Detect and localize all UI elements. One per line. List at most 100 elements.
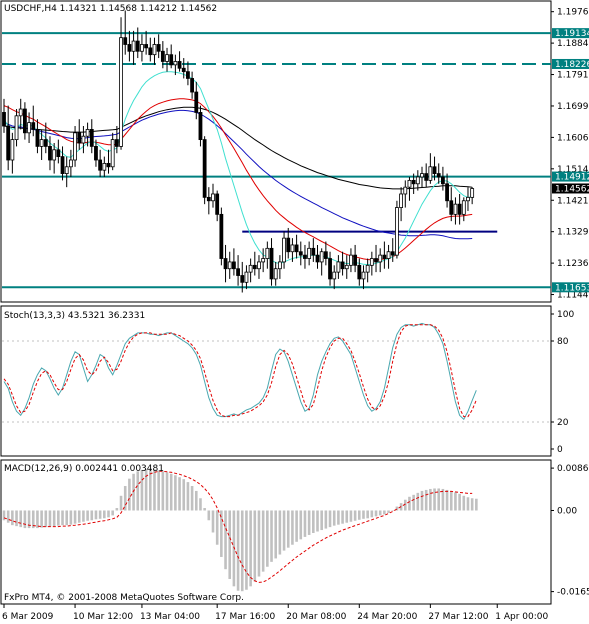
- candle-body: [152, 44, 157, 56]
- candle-body: [27, 122, 31, 134]
- candle-13: [56, 139, 61, 164]
- macd-histogram-bar-28: [119, 495, 123, 511]
- candle-body: [261, 258, 266, 263]
- macd-histogram-bar-43: [182, 479, 186, 511]
- candle-body: [10, 139, 15, 161]
- candle-57: [240, 261, 245, 293]
- macd-histogram-bar-98: [412, 494, 415, 511]
- macd-histogram-bar-39: [165, 472, 169, 511]
- candle-38: [160, 41, 165, 69]
- candle-body: [252, 264, 257, 270]
- candle-100: [420, 166, 424, 188]
- candle-body: [89, 129, 94, 147]
- candle-22: [94, 139, 98, 167]
- macd-histogram-bar-75: [316, 510, 319, 532]
- macd-pane: MACD(12,26,9) 0.002441 0.003481 0.008660…: [0, 459, 589, 605]
- candle-body: [227, 261, 232, 270]
- candle-65: [273, 261, 278, 286]
- stoch-axis: 100 80 20 0: [551, 310, 574, 455]
- time-tick-label: 10 Mar 12:00: [73, 612, 133, 622]
- candle-92: [386, 244, 391, 269]
- candle-body: [236, 268, 240, 276]
- price-tick-label: 1.15140: [557, 165, 589, 175]
- candle-body: [131, 40, 136, 52]
- candle-102: [428, 153, 433, 184]
- macd-histogram-bar-5: [23, 510, 27, 529]
- candle-body: [277, 261, 282, 270]
- candle-body: [461, 200, 466, 215]
- macd-histogram-bar-63: [266, 510, 269, 567]
- candle-body: [35, 129, 40, 147]
- candle-74: [311, 238, 316, 262]
- candle-23: [98, 149, 103, 177]
- macd-histogram-bar-42: [178, 477, 181, 511]
- candle-body: [340, 261, 345, 270]
- candle-82: [344, 255, 349, 279]
- candle-body: [282, 237, 286, 263]
- candle-31: [131, 30, 136, 65]
- candle-body: [382, 254, 387, 259]
- candle-body: [202, 139, 207, 198]
- macd-tick-label: 0.00866: [557, 464, 589, 474]
- macd-histogram-bar-97: [408, 496, 411, 511]
- candle-1: [6, 105, 11, 171]
- candle-body: [365, 264, 370, 273]
- candle-69: [290, 238, 295, 262]
- candle-body: [411, 179, 416, 185]
- candle-64: [269, 238, 274, 286]
- macd-histogram-bar-64: [270, 510, 273, 562]
- candle-107: [449, 187, 454, 222]
- macd-histogram-bar-85: [358, 510, 361, 520]
- macd-histogram-bar-89: [374, 510, 378, 517]
- macd-histogram-bar-54: [228, 510, 232, 579]
- candle-body: [269, 247, 274, 280]
- candle-62: [261, 248, 266, 273]
- macd-histogram-bar-35: [149, 468, 152, 511]
- price-label-text: 1.18226: [555, 60, 589, 70]
- macd-histogram-bar-100: [420, 490, 424, 511]
- candle-body: [257, 261, 261, 270]
- candle-105: [440, 166, 445, 191]
- candle-body: [240, 275, 245, 283]
- candle-body: [73, 132, 77, 161]
- candle-52: [219, 207, 224, 266]
- candle-60: [252, 251, 257, 276]
- macd-histogram-bar-23: [98, 510, 102, 519]
- macd-histogram-bar-32: [136, 471, 140, 511]
- candle-79: [332, 265, 337, 290]
- candle-91: [382, 241, 387, 269]
- candle-111: [466, 187, 470, 211]
- candle-99: [415, 170, 420, 191]
- macd-histogram-bar-71: [299, 510, 303, 540]
- macd-histogram-bar-81: [341, 510, 344, 524]
- candle-85: [357, 258, 362, 286]
- macd-histogram-bar-9: [40, 510, 43, 528]
- candle-49: [206, 187, 211, 215]
- macd-histogram-bar-108: [454, 492, 457, 511]
- macd-histogram-bar-58: [245, 510, 248, 590]
- macd-histogram-bar-36: [153, 469, 156, 511]
- macd-histogram-bar-10: [44, 510, 48, 528]
- candle-body: [403, 186, 408, 195]
- candle-body: [457, 203, 462, 215]
- macd-histogram-bar-94: [395, 506, 399, 511]
- candle-body: [144, 44, 149, 49]
- candle-body: [98, 159, 103, 171]
- candle-98: [411, 173, 416, 194]
- macd-histogram-bar-31: [132, 473, 135, 511]
- candle-body: [181, 67, 186, 73]
- macd-histogram-bar-70: [295, 510, 298, 542]
- candle-106: [445, 173, 449, 208]
- candle-body: [307, 247, 312, 259]
- candle-body: [407, 179, 412, 188]
- candle-61: [257, 255, 261, 279]
- macd-histogram-bar-18: [77, 510, 81, 523]
- macd-histogram-bar-102: [429, 488, 432, 511]
- candle-body: [436, 173, 441, 178]
- candle-body: [77, 132, 82, 144]
- candle-7: [31, 105, 36, 137]
- candle-37: [156, 34, 161, 59]
- macd-histogram-bar-60: [253, 510, 257, 582]
- candle-body: [466, 196, 470, 202]
- candle-body: [173, 61, 178, 66]
